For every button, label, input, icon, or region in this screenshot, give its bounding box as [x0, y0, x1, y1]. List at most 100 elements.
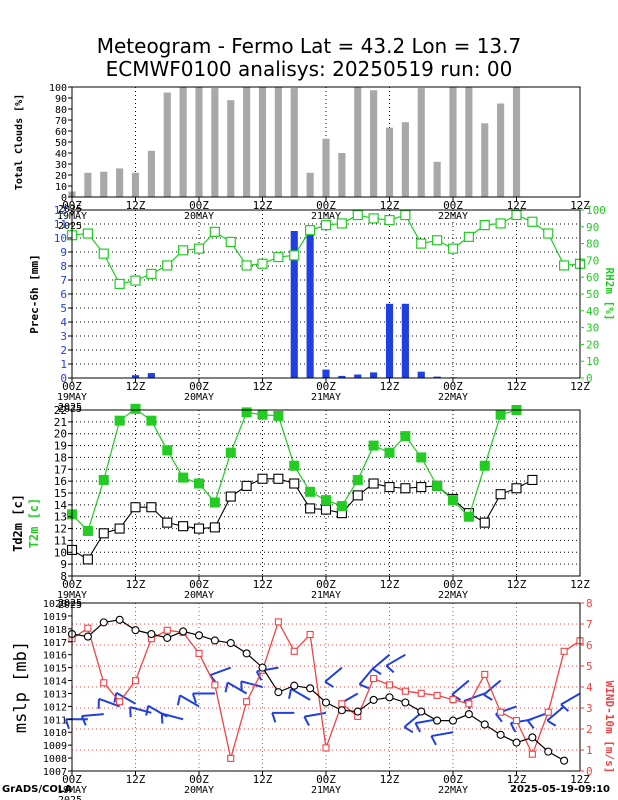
td2m-point — [400, 483, 411, 494]
wind-point — [84, 624, 92, 632]
wind-line — [71, 620, 581, 759]
td2m-point — [82, 554, 93, 565]
t2m-point — [178, 472, 189, 483]
panel-2-ytick-label: 12 — [54, 204, 67, 217]
panel-3-xtick-label: 12Z — [507, 578, 527, 591]
rh-point — [320, 220, 332, 231]
panel-3-ytick-label: 20 — [54, 428, 67, 441]
t2m-point — [130, 403, 141, 414]
td2m-point — [416, 482, 427, 493]
wind-barb — [430, 731, 454, 746]
wind-barb — [385, 653, 406, 674]
panel-1-day-label: 22MAY — [438, 211, 468, 222]
panel-3-xtick-label: 00Z — [62, 578, 82, 591]
panel-3-day-label: 22MAY — [438, 590, 468, 601]
cloud-bar — [179, 87, 187, 197]
panel-3-ytick-label: 18 — [54, 451, 67, 464]
t2m-point — [289, 460, 300, 471]
panel-4-day-label: 19MAY — [57, 785, 87, 796]
panel-2-ytick-label-right: 100 — [586, 204, 606, 217]
wind-barb — [403, 712, 422, 734]
panel-2-ylabel: Prec-6h [mm] — [28, 254, 41, 333]
mslp-point — [385, 693, 394, 702]
panel-4-day-label: 21MAY — [311, 785, 341, 796]
wind-barb — [358, 666, 375, 690]
mslp-point — [353, 707, 362, 716]
rh-point — [543, 228, 554, 239]
mslp-point — [274, 688, 283, 697]
panel-4-day-label: 22MAY — [438, 785, 468, 796]
td2m-point — [146, 502, 157, 513]
footer-credit: GrADS/COLA — [2, 784, 72, 795]
cloud-bar — [338, 153, 346, 197]
panel-4-ytick-label: 1008 — [43, 754, 67, 765]
td2m-point — [209, 522, 220, 533]
cloud-bar — [401, 122, 409, 197]
wind-point — [433, 691, 441, 699]
panel-2-ytick-label: 1 — [60, 358, 67, 371]
panel-2-xtick-label: 12Z — [380, 380, 400, 393]
panel-4-ytick-label-right: 6 — [586, 639, 593, 652]
wind-point — [497, 708, 505, 716]
panel-3-day-label: 20MAY — [184, 590, 214, 601]
precip-bar — [401, 303, 409, 378]
panel-3-ytick-label: 14 — [54, 499, 68, 512]
t2m-point — [416, 452, 427, 463]
panel-1-ytick-label: 10 — [55, 182, 67, 193]
wind-point — [449, 696, 457, 704]
panel-4-xtick-label: 00Z — [62, 773, 82, 786]
panel-2-year-top: 2025 — [58, 204, 82, 215]
td2m-point — [495, 489, 506, 500]
wind-barb — [224, 681, 248, 695]
wind-point — [401, 687, 409, 695]
panel-2-xtick-label: 12Z — [570, 380, 590, 393]
mslp-point — [464, 710, 473, 719]
panel-2-xtick-label: 00Z — [443, 380, 463, 393]
panel-1-xtick-label: 12Z — [380, 199, 400, 212]
cloud-bar — [512, 87, 521, 197]
panel-3-xtick-label: 12Z — [380, 578, 400, 591]
wind-point — [417, 689, 425, 697]
rh-point — [162, 260, 173, 271]
panel-2-xtick-label: 12Z — [126, 380, 146, 393]
panel-1-year-label: 2025 — [58, 221, 82, 232]
rh-point — [384, 214, 395, 226]
td2m-point — [114, 523, 125, 534]
cloud-bar — [100, 171, 108, 197]
panel-1-day-label: 21MAY — [311, 211, 341, 222]
td2m-point — [384, 482, 395, 493]
panel-4-ytick-label: 1010 — [43, 728, 67, 739]
panel-2-ytick-label-right: 50 — [586, 288, 599, 301]
precip-bar — [417, 371, 425, 378]
panel-4-ytick-label: 1012 — [43, 702, 67, 713]
t2m-point — [146, 415, 157, 426]
panel-2-ytick-label: 5 — [60, 302, 67, 315]
panel-4-ytick-label-right: 4 — [586, 681, 593, 694]
rh-point — [447, 243, 459, 254]
panel-2-ytick-label: 10 — [54, 232, 67, 245]
wind-point — [131, 677, 140, 685]
panel-4-ytick-label: 1020 — [43, 599, 67, 610]
cloud-bar — [211, 88, 219, 197]
panel-3-ytick-label: 8 — [60, 570, 67, 583]
panel-2-ytick-label: 0 — [60, 372, 67, 385]
cloud-bar — [274, 87, 282, 197]
panel-3-ytick-label: 13 — [54, 511, 67, 524]
t2m-point — [495, 409, 506, 420]
footer-timestamp: 2025-05-19-09:10 — [510, 784, 610, 795]
td2m-point — [193, 523, 205, 534]
panel-2-ytick-label: 7 — [60, 274, 67, 287]
panel-3-xtick-label: 00Z — [316, 578, 336, 591]
t2m-point — [336, 501, 347, 512]
panel-4-ytick-label: 1016 — [43, 651, 67, 662]
precip-bar — [385, 303, 394, 378]
panel-4-day-label: 20MAY — [184, 785, 214, 796]
rh-point — [479, 220, 490, 231]
td2m-point — [368, 478, 379, 489]
panel-2-year-label: 2025 — [58, 402, 82, 413]
td2m-point — [352, 490, 363, 501]
panel-4-ytick-label-right: 1 — [586, 744, 593, 757]
precip-bar — [290, 231, 298, 378]
rh-point — [511, 209, 522, 221]
wind-barb — [191, 692, 215, 704]
